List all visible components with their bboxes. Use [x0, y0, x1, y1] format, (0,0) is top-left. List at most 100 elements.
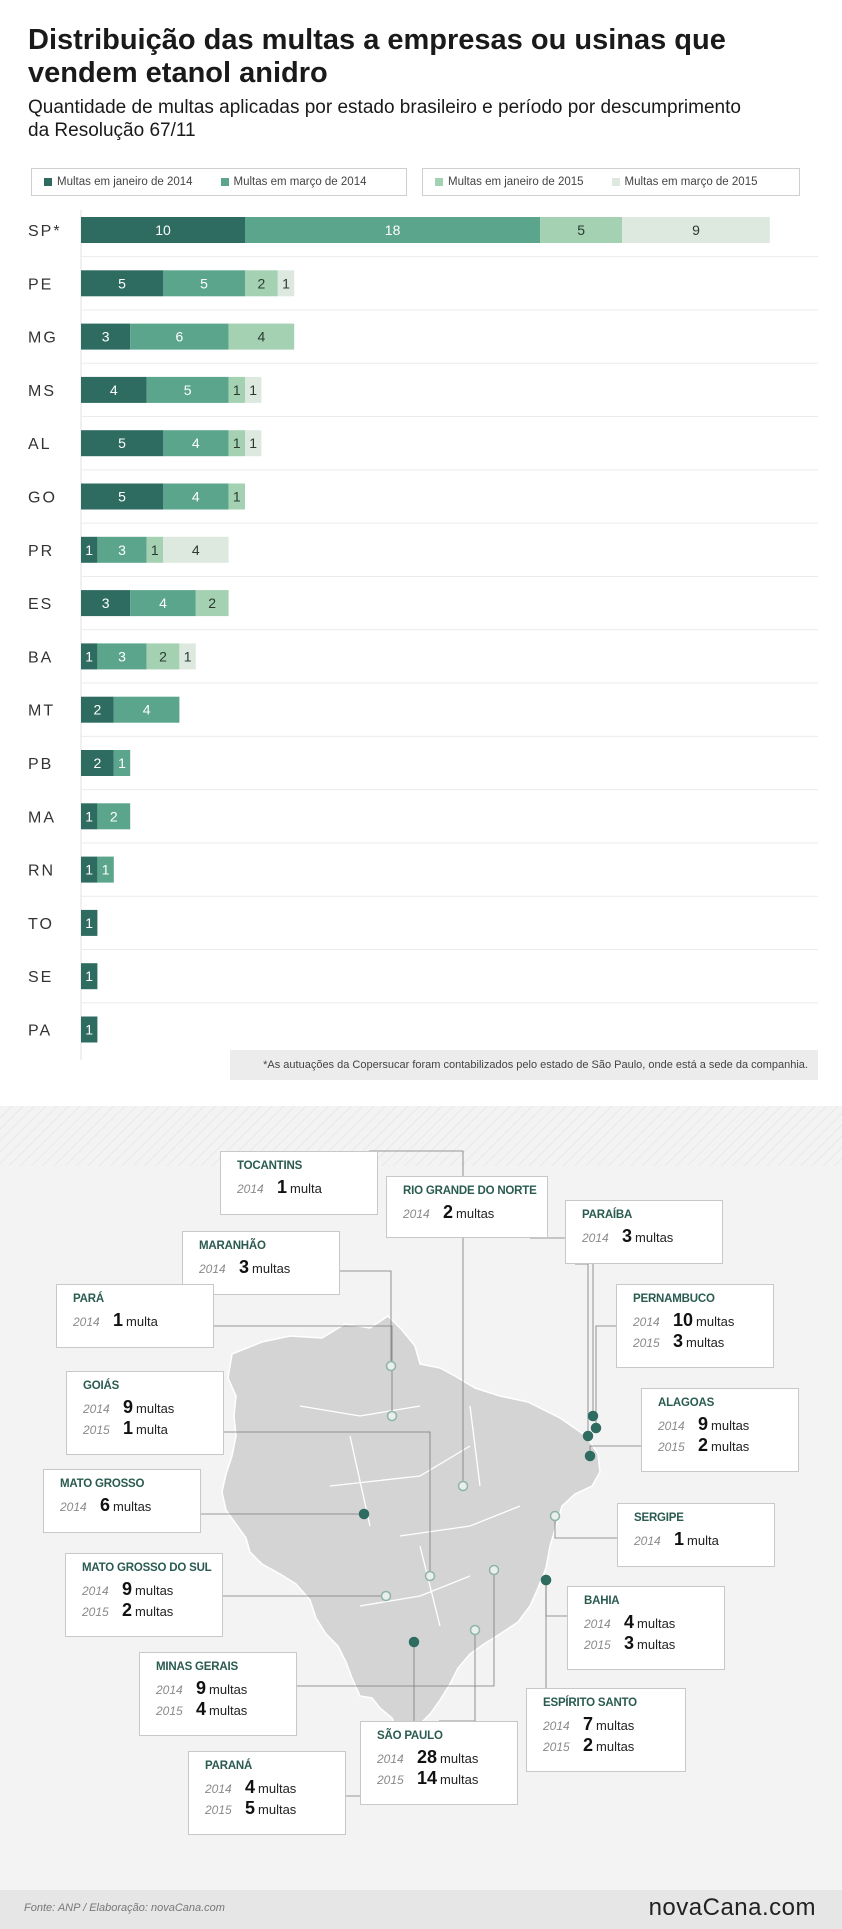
bar-segment [113, 696, 180, 723]
bar-value-label: 1 [282, 275, 290, 291]
legend-swatch [435, 178, 443, 186]
legend-2015: Multas em janeiro de 2015 Multas em març… [422, 168, 800, 196]
bar-value-label: 5 [118, 275, 126, 291]
callout-mg: MINAS GERAIS 2014 9 multas 2015 4 multas [139, 1652, 297, 1736]
year: 2015 [205, 1803, 232, 1817]
leader-line [340, 1270, 392, 1366]
state-marker-pe [590, 1422, 602, 1434]
fine-count: 6 [100, 1495, 111, 1515]
bar-segment [81, 590, 131, 617]
fine-count: 2 [122, 1600, 133, 1620]
bar-value-label: 4 [192, 489, 200, 505]
bar-segment [81, 856, 98, 883]
footer: Fonte: ANP / Elaboração: novaCana.com no… [0, 1890, 842, 1929]
bar-segment [228, 323, 295, 350]
leader-line [224, 1431, 431, 1576]
year: 2014 [584, 1617, 611, 1631]
fine-unit: multa [126, 1314, 158, 1329]
callout-pe: PERNAMBUCO 2014 10 multas 2015 3 multas [616, 1284, 774, 1368]
state-fines-row: 2014 9 multas [82, 1579, 222, 1600]
bar-segment [146, 376, 229, 403]
bar-segment [81, 270, 163, 297]
state-marker-mt [358, 1508, 370, 1520]
fine-count: 9 [196, 1678, 207, 1698]
callout-pr: PARANÁ 2014 4 multas 2015 5 multas [188, 1751, 346, 1835]
year: 2015 [156, 1704, 183, 1718]
leader-line [214, 1325, 393, 1416]
state-fines-row: 2014 4 multas [584, 1612, 724, 1633]
bar-segment [163, 483, 229, 510]
fine-unit: multa [290, 1181, 322, 1196]
fine-unit: multas [209, 1682, 248, 1697]
callout-to: TOCANTINS 2014 1 multa [220, 1151, 378, 1215]
bar-segment [130, 323, 229, 350]
category-label: AL [28, 436, 52, 453]
bar-value-label: 1 [85, 808, 93, 824]
fine-unit: multas [258, 1781, 297, 1796]
state-marker-al [584, 1450, 596, 1462]
bar-value-label: 1 [249, 435, 257, 451]
fine-unit: multas [637, 1616, 676, 1631]
fine-count: 7 [583, 1714, 594, 1734]
bar-segment [146, 536, 163, 563]
state-fines-row: 2015 2 multas [82, 1600, 222, 1621]
state-fines-row: 2014 9 multas [156, 1678, 296, 1699]
state-name: ALAGOAS [658, 1397, 715, 1409]
bar-segment [163, 270, 245, 297]
year: 2015 [633, 1336, 660, 1350]
chart-subtitle: Quantidade de multas aplicadas por estad… [28, 97, 741, 141]
year: 2015 [543, 1740, 570, 1754]
state-name: PERNAMBUCO [633, 1293, 715, 1305]
bar-segment [81, 909, 98, 936]
state-name: SERGIPE [634, 1512, 684, 1524]
category-label: MG [28, 330, 58, 347]
bar-value-label: 5 [577, 222, 585, 238]
bar-segment [163, 430, 229, 457]
bar-value-label: 3 [118, 648, 126, 664]
bar-value-label: 5 [118, 489, 126, 505]
state-name: MINAS GERAIS [156, 1661, 238, 1673]
category-label: MS [28, 383, 56, 400]
fine-count: 9 [698, 1414, 709, 1434]
year: 2014 [403, 1207, 430, 1221]
bar-segment [81, 1016, 98, 1043]
legend-label: Multas em março de 2014 [233, 176, 367, 188]
fine-unit: multas [440, 1772, 479, 1787]
category-label: TO [28, 916, 54, 933]
bar-value-label: 1 [85, 968, 93, 984]
bar-segment [113, 750, 131, 776]
state-name: PARÁ [73, 1293, 104, 1305]
legend-item: Multas em janeiro de 2015 [435, 176, 584, 188]
leader-line [595, 1325, 616, 1428]
bar-value-label: 10 [155, 222, 171, 238]
legend-item: Multas em janeiro de 2014 [44, 176, 193, 188]
legend-label: Multas em janeiro de 2014 [57, 176, 193, 188]
state-fines-row: 2014 6 multas [60, 1495, 200, 1516]
state-fines-row: 2014 4 multas [205, 1777, 345, 1798]
state-fines-row: 2014 28 multas [377, 1747, 517, 1768]
fine-unit: multas [440, 1751, 479, 1766]
fine-count: 2 [443, 1202, 454, 1222]
year: 2014 [156, 1683, 183, 1697]
year: 2015 [658, 1440, 685, 1454]
category-label: MT [28, 703, 55, 720]
bar-value-label: 1 [85, 915, 93, 931]
year: 2014 [543, 1719, 570, 1733]
state-fines-row: 2015 2 multas [658, 1435, 798, 1456]
state-name: PARANÁ [205, 1760, 253, 1772]
state-fines-row: 2015 3 multas [633, 1331, 773, 1352]
year: 2014 [82, 1584, 109, 1598]
callout-al: ALAGOAS 2014 9 multas 2015 2 multas [641, 1388, 799, 1472]
state-name: PARAÍBA [582, 1209, 633, 1221]
year: 2015 [82, 1605, 109, 1619]
bar-segment [228, 376, 245, 403]
bar-segment [81, 643, 98, 670]
bar-value-label: 3 [102, 329, 110, 345]
state-name: RIO GRANDE DO NORTE [403, 1185, 537, 1197]
fine-count: 28 [417, 1747, 438, 1767]
bar-segment [81, 750, 114, 776]
callout-ms: MATO GROSSO DO SUL 2014 9 multas 2015 2 mult… [65, 1553, 223, 1637]
category-label: GO [28, 490, 57, 507]
bar-value-label: 6 [176, 329, 184, 345]
state-fines-row: 2014 1 multa [73, 1310, 213, 1331]
